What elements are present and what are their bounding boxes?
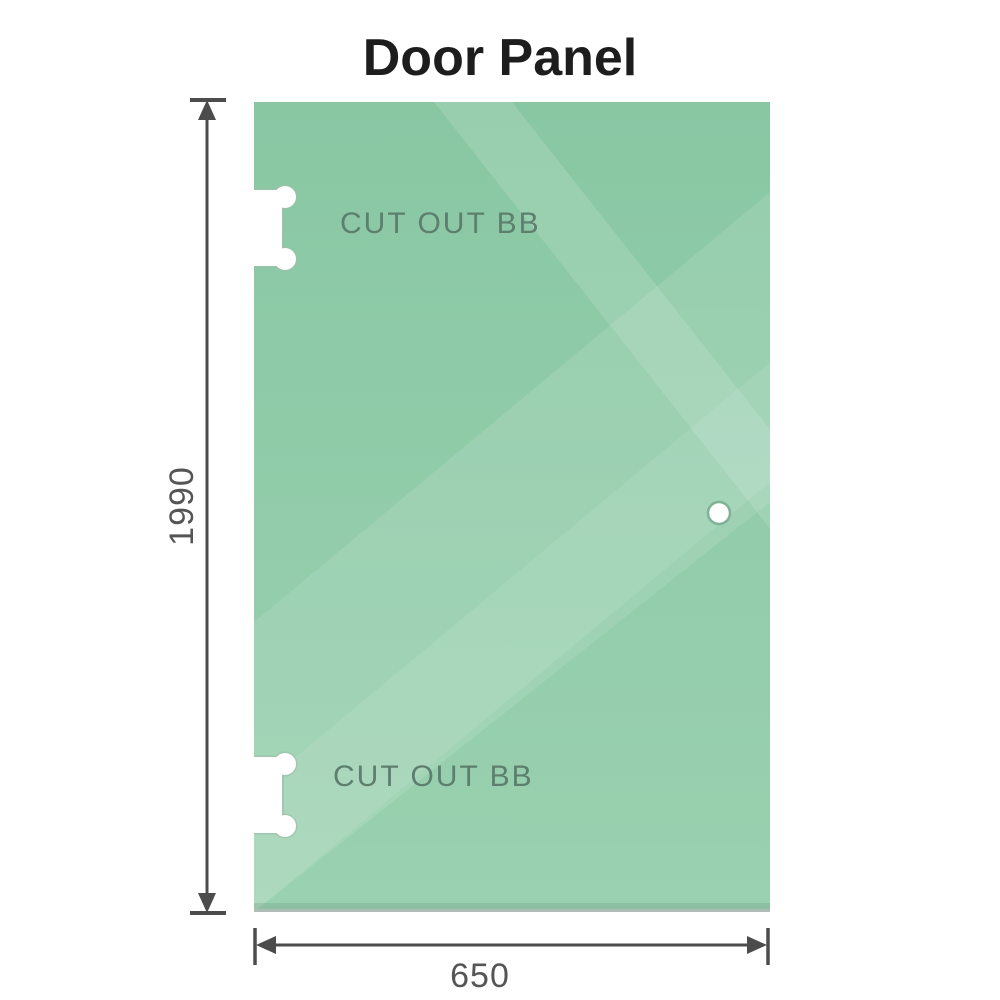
arrow-down-icon	[198, 893, 216, 913]
hinge-cutout-top	[254, 184, 298, 272]
page-title: Door Panel	[362, 29, 638, 87]
hinge-cutout-bottom	[254, 751, 298, 839]
door-panel-diagram	[254, 102, 770, 912]
handle-hole	[706, 500, 732, 526]
cutout-top-label: CUT OUT BB	[340, 207, 541, 240]
cutout-bottom-label: CUT OUT BB	[333, 760, 534, 793]
arrow-right-icon	[747, 936, 767, 954]
arrow-up-icon	[198, 100, 216, 120]
glass-shine-overlay	[254, 102, 770, 912]
height-dimension-label: 1990	[163, 466, 201, 546]
glass-bottom-edge-line	[254, 909, 770, 912]
glass-bottom-edge	[254, 903, 770, 909]
arrow-left-icon	[256, 936, 276, 954]
glass-panel	[254, 102, 770, 912]
width-dimension-label: 650	[450, 957, 510, 995]
